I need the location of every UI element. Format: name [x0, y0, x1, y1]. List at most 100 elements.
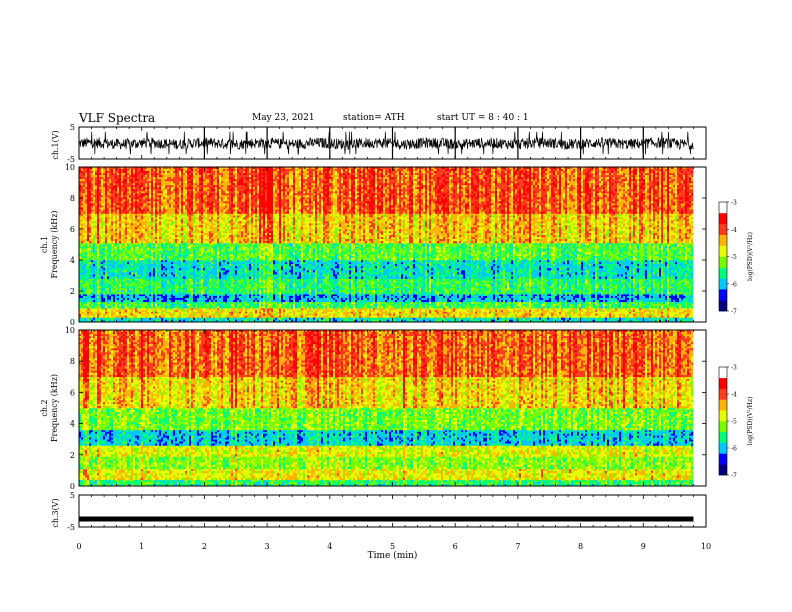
spectrogram-cell: [685, 316, 687, 318]
spectrogram-cell: [123, 317, 125, 320]
spectrogram-cell: [275, 310, 277, 312]
spectrogram-cell: [139, 310, 141, 312]
spectrogram-cell: [357, 310, 359, 312]
spectrogram-cell: [221, 304, 223, 306]
spectrogram-cell: [333, 304, 335, 306]
spectrogram-cell: [109, 304, 111, 306]
spectrogram-cell: [193, 304, 195, 306]
spectrogram-cell: [595, 314, 597, 316]
spectrogram-cell: [573, 314, 575, 316]
spectrogram-cell: [219, 314, 221, 316]
spectrogram-cell: [435, 310, 437, 312]
spectrogram-cell: [681, 314, 683, 316]
spectrogram-cell: [119, 310, 121, 312]
spectrogram-cell: [337, 314, 339, 316]
spectrogram-cell: [303, 316, 305, 318]
spectrogram-cell: [197, 317, 199, 320]
spectrogram-cell: [255, 310, 257, 312]
spectrogram-cell: [383, 316, 385, 318]
spectrogram-cell: [187, 310, 189, 312]
spectrogram-cell: [167, 314, 169, 316]
spectrogram-cell: [315, 316, 317, 318]
spectrogram-cell: [471, 317, 473, 320]
spectrogram-cell: [229, 310, 231, 312]
spectrogram-cell: [89, 314, 91, 316]
spectrogram-cell: [179, 314, 181, 316]
spectrogram-cell: [229, 316, 231, 318]
spectrogram-cell: [305, 310, 307, 312]
spectrogram-cell: [495, 314, 497, 316]
spectrogram-cell: [507, 314, 509, 316]
spectrogram-cell: [405, 314, 407, 316]
spectrogram-cell: [155, 304, 157, 306]
spectrogram-cell: [489, 314, 491, 316]
spectrogram-cell: [479, 317, 481, 320]
spectrogram-cell: [89, 317, 91, 320]
spectrogram-cell: [147, 310, 149, 312]
spectrogram-cell: [669, 314, 671, 316]
spectrogram-cell: [171, 304, 173, 306]
spectrogram-cell: [139, 304, 141, 306]
spectrogram-cell: [219, 316, 221, 318]
spectrogram-cell: [563, 314, 565, 316]
spectrogram-cell: [597, 314, 599, 316]
spectrogram-cell: [107, 314, 109, 316]
spectrogram-cell: [83, 316, 85, 318]
spectrogram-cell: [523, 310, 525, 312]
spectrogram-cell: [301, 316, 303, 318]
spectrogram-cell: [157, 317, 159, 320]
spectrogram-cell: [223, 310, 225, 312]
spectrogram-cell: [485, 310, 487, 312]
spectrogram-cell: [231, 310, 233, 312]
spectrogram-cell: [163, 317, 165, 320]
spectrogram-cell: [277, 316, 279, 318]
spectrogram-cell: [289, 304, 291, 306]
spectrogram-cell: [251, 317, 253, 320]
spectrogram-cell: [133, 310, 135, 312]
spectrogram-cell: [237, 304, 239, 306]
spectrogram-cell: [547, 316, 549, 318]
spectrogram-cell: [663, 310, 665, 312]
spectrogram-cell: [117, 314, 119, 316]
spectrogram-cell: [299, 316, 301, 318]
spectrogram-cell: [93, 304, 95, 306]
spectrogram-cell: [99, 304, 101, 306]
spectrogram-cell: [425, 314, 427, 316]
spectrogram-cell: [167, 316, 169, 318]
spectrogram-cell: [395, 310, 397, 312]
spectrogram-cell: [503, 314, 505, 316]
spectrogram-cell: [457, 310, 459, 312]
spectrogram-cell: [131, 314, 133, 316]
spectrogram-cell: [677, 314, 679, 316]
spectrogram-cell: [175, 310, 177, 312]
spectrogram-cell: [101, 310, 103, 312]
spectrogram-cell: [233, 304, 235, 306]
spectrogram-cell: [195, 314, 197, 316]
spectrogram-cell: [127, 310, 129, 312]
spectrogram-cell: [397, 310, 399, 312]
spectrogram-cell: [511, 317, 513, 320]
spectrogram-cell: [665, 310, 667, 312]
spectrogram-cell: [259, 317, 261, 320]
spectrogram-cell: [401, 316, 403, 318]
spectrogram-cell: [555, 314, 557, 316]
spectrogram-cell: [303, 314, 305, 316]
spectrogram-cell: [313, 317, 315, 320]
spectrogram-cell: [607, 316, 609, 318]
spectrogram-cell: [649, 316, 651, 318]
spectrogram-cell: [261, 304, 263, 306]
spectrogram-cell: [155, 317, 157, 320]
spectrogram-cell: [389, 316, 391, 318]
spectrogram-cell: [343, 316, 345, 318]
spectrogram-cell: [231, 317, 233, 320]
spectrogram-cell: [125, 316, 127, 318]
spectrogram-cell: [641, 316, 643, 318]
spectrogram-cell: [557, 316, 559, 318]
spectrogram-cell: [661, 314, 663, 316]
spectrogram-cell: [113, 317, 115, 320]
spectrogram-cell: [485, 314, 487, 316]
spectrogram-cell: [211, 317, 213, 320]
spectrogram-cell: [227, 317, 229, 320]
spectrogram-cell: [377, 317, 379, 320]
spectrogram-cell: [243, 316, 245, 318]
